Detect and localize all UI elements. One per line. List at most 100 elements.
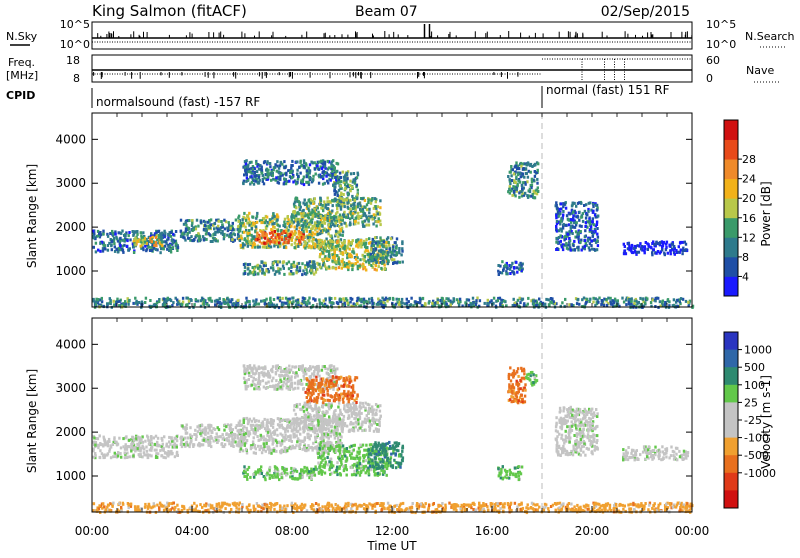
- heatmap-cell: [245, 219, 247, 222]
- heatmap-cell: [145, 297, 147, 300]
- heatmap-cell: [621, 297, 623, 300]
- heatmap-cell: [321, 258, 323, 261]
- heatmap-cell: [273, 262, 275, 265]
- heatmap-cell: [511, 262, 513, 265]
- heatmap-cell: [106, 454, 108, 457]
- heatmap-cell: [518, 196, 520, 199]
- yaxis-tick-label: 3000: [55, 176, 86, 190]
- heatmap-cell: [237, 225, 239, 228]
- heatmap-cell: [183, 236, 185, 239]
- heatmap-cell: [589, 298, 591, 301]
- heatmap-cell: [340, 298, 342, 301]
- heatmap-cell: [368, 211, 370, 214]
- heatmap-cell: [206, 303, 208, 306]
- heatmap-cell: [247, 245, 249, 248]
- heatmap-cell: [456, 298, 458, 301]
- heatmap-cell: [258, 181, 260, 184]
- heatmap-cell: [570, 218, 572, 221]
- heatmap-cell: [308, 297, 310, 300]
- heatmap-cell: [601, 299, 603, 302]
- heatmap-cell: [274, 166, 276, 169]
- heatmap-cell: [234, 441, 236, 444]
- heatmap-cell: [264, 418, 266, 421]
- heatmap-cell: [534, 163, 536, 166]
- heatmap-cell: [555, 214, 557, 217]
- heatmap-cell: [116, 298, 118, 301]
- heatmap-cell: [285, 178, 287, 181]
- heatmap-cell: [330, 216, 332, 219]
- heatmap-cell: [263, 264, 265, 267]
- heatmap-cell: [254, 246, 256, 249]
- heatmap-cell: [320, 175, 322, 178]
- heatmap-cell: [205, 233, 207, 236]
- heatmap-cell: [312, 215, 314, 218]
- heatmap-cell: [308, 233, 310, 236]
- heatmap-cell: [328, 223, 330, 226]
- heatmap-cell: [357, 222, 359, 225]
- heatmap-cell: [375, 200, 377, 203]
- heatmap-cell: [355, 245, 357, 248]
- heatmap-cell: [104, 455, 106, 458]
- heatmap-cell: [643, 249, 645, 252]
- heatmap-cell: [263, 242, 265, 245]
- heatmap-cell: [210, 445, 212, 448]
- heatmap-cell: [562, 227, 564, 230]
- heatmap-cell: [142, 231, 144, 234]
- heatmap-cell: [307, 236, 309, 239]
- heatmap-cell: [375, 256, 377, 259]
- heatmap-cell: [573, 221, 575, 224]
- heatmap-cell: [293, 221, 295, 224]
- noise-tick-high-right: 10^5: [706, 18, 736, 31]
- heatmap-cell: [128, 439, 130, 442]
- heatmap-cell: [299, 172, 301, 175]
- heatmap-cell: [284, 223, 286, 226]
- heatmap-cell: [344, 302, 346, 305]
- heatmap-cell: [270, 240, 272, 243]
- heatmap-cell: [287, 222, 289, 225]
- heatmap-cell: [476, 297, 478, 300]
- heatmap-cell: [283, 230, 285, 233]
- heatmap-cell: [337, 194, 339, 197]
- heatmap-cell: [381, 261, 383, 264]
- heatmap-cell: [324, 240, 326, 243]
- heatmap-cell: [149, 237, 151, 240]
- heatmap-cell: [655, 297, 657, 300]
- heatmap-cell: [120, 232, 122, 235]
- heatmap-cell: [510, 264, 512, 267]
- heatmap-cell: [114, 452, 116, 455]
- heatmap-cell: [266, 160, 268, 163]
- heatmap-cell: [521, 187, 523, 190]
- heatmap-cell: [134, 243, 136, 246]
- heatmap-cell: [123, 234, 125, 237]
- heatmap-cell: [140, 245, 142, 248]
- heatmap-cell: [157, 437, 159, 440]
- heatmap-cell: [578, 303, 580, 306]
- heatmap-cell: [509, 178, 511, 181]
- heatmap-cell: [232, 222, 234, 225]
- heatmap-cell: [162, 443, 164, 446]
- heatmap-cell: [349, 199, 351, 202]
- heatmap-cell: [532, 299, 534, 302]
- heatmap-cell: [648, 245, 650, 248]
- heatmap-cell: [263, 217, 265, 220]
- heatmap-cell: [364, 266, 366, 269]
- heatmap-cell: [256, 170, 258, 173]
- heatmap-cell: [136, 233, 138, 236]
- heatmap-cell: [504, 264, 506, 267]
- heatmap-cell: [193, 303, 195, 306]
- heatmap-cell: [340, 223, 342, 226]
- heatmap-cell: [147, 456, 149, 459]
- heatmap-cell: [332, 256, 334, 259]
- heatmap-cell: [266, 428, 268, 431]
- heatmap-cell: [330, 435, 332, 438]
- heatmap-cell: [395, 246, 397, 249]
- heatmap-cell: [378, 217, 380, 220]
- heatmap-cell: [579, 241, 581, 244]
- heatmap-cell: [254, 171, 256, 174]
- heatmap-cell: [286, 420, 288, 423]
- heatmap-cell: [199, 444, 201, 447]
- noise-tick-high: 10^5: [60, 18, 90, 31]
- heatmap-cell: [537, 186, 539, 189]
- heatmap-cell: [371, 244, 373, 247]
